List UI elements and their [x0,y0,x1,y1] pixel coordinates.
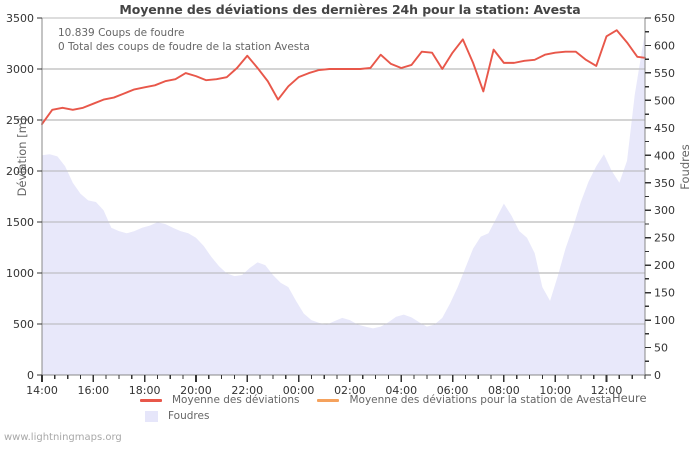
legend-box-icon-lightning [145,410,158,422]
legend-row-2: Foudres [0,408,700,424]
svg-text:06:00: 06:00 [437,384,469,397]
svg-text:10:00: 10:00 [539,384,571,397]
svg-text:150: 150 [654,287,675,300]
svg-text:600: 600 [654,39,675,52]
svg-text:500: 500 [13,318,34,331]
svg-text:0: 0 [27,369,34,382]
svg-text:450: 450 [654,122,675,135]
svg-text:500: 500 [654,94,675,107]
svg-text:18:00: 18:00 [129,384,161,397]
legend-line-icon-station [317,398,340,402]
svg-text:12:00: 12:00 [591,384,623,397]
svg-text:300: 300 [654,204,675,217]
chart-annotation: 10.839 Coups de foudre 0 Total des coups… [58,26,310,54]
svg-text:14:00: 14:00 [26,384,58,397]
svg-text:400: 400 [654,149,675,162]
svg-text:20:00: 20:00 [180,384,212,397]
svg-text:200: 200 [654,259,675,272]
svg-text:22:00: 22:00 [231,384,263,397]
legend-label-station: Moyenne des déviations pour la station d… [349,394,612,406]
y-axis-left-label: Déviation [m] [15,117,29,197]
chart-title: Moyenne des déviations des dernières 24h… [119,2,581,17]
svg-text:00:00: 00:00 [283,384,315,397]
legend-row-1: Moyenne des déviations Moyenne des dévia… [0,392,700,408]
svg-text:16:00: 16:00 [77,384,109,397]
svg-text:08:00: 08:00 [488,384,520,397]
svg-text:04:00: 04:00 [385,384,417,397]
svg-text:350: 350 [654,177,675,190]
svg-text:2500: 2500 [6,114,34,127]
svg-text:2000: 2000 [6,165,34,178]
svg-text:650: 650 [654,12,675,25]
svg-text:100: 100 [654,314,675,327]
chart-legend: Moyenne des déviations Moyenne des dévia… [0,392,700,424]
legend-line-icon-deviation [140,398,162,402]
legend-entry-deviation[interactable]: Moyenne des déviations [140,394,299,406]
legend-label-lightning: Foudres [168,410,210,422]
x-axis-label: Heure [612,391,647,405]
svg-text:0: 0 [654,369,661,382]
annotation-line-2: 0 Total des coups de foudre de la statio… [58,41,310,53]
watermark: www.lightningmaps.org [4,432,122,443]
svg-text:1000: 1000 [6,267,34,280]
svg-text:3000: 3000 [6,63,34,76]
svg-text:50: 50 [654,342,668,355]
legend-entry-station[interactable]: Moyenne des déviations pour la station d… [317,394,612,406]
legend-label-deviation: Moyenne des déviations [172,394,300,406]
svg-text:02:00: 02:00 [334,384,366,397]
legend-entry-lightning[interactable]: Foudres [140,410,209,422]
svg-text:1500: 1500 [6,216,34,229]
svg-text:550: 550 [654,67,675,80]
annotation-line-1: 10.839 Coups de foudre [58,27,185,39]
y-axis-right-label: Foudres [678,144,692,190]
svg-text:3500: 3500 [6,12,34,25]
svg-text:250: 250 [654,232,675,245]
